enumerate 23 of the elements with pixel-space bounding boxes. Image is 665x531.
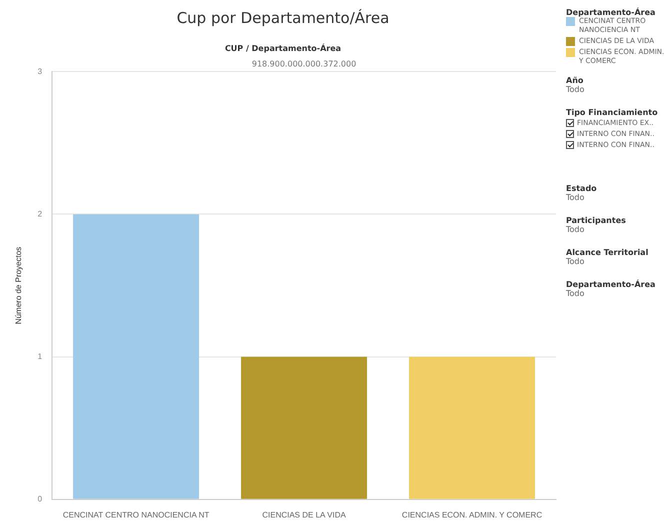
y-tick-label: 1 — [38, 352, 43, 362]
chart-subtitle: CUP / Departamento-Área — [224, 42, 342, 53]
text: Participantes — [566, 216, 627, 225]
text: Departamento-Área — [566, 280, 656, 289]
text: Tipo Financiamiento — [566, 108, 659, 117]
text: Todo — [566, 85, 586, 94]
legend-title: Departamento-Área — [566, 8, 656, 17]
text: Todo — [566, 225, 586, 234]
x-tick-label: CENCINAT CENTRO NANOCIENCIA NT — [62, 510, 210, 520]
text: Todo — [566, 193, 586, 202]
text: 918.900.000.000.372.000 — [252, 60, 356, 69]
text: Todo — [566, 289, 586, 298]
y-tick-label: 0 — [38, 494, 43, 504]
text: Todo — [566, 257, 586, 266]
text: Año — [566, 76, 584, 85]
text: Estado — [566, 184, 598, 193]
x-tick-label: CIENCIAS ECON. ADMIN. Y COMERC — [402, 510, 542, 520]
chart-title: Cup por Departamento/Área — [176, 8, 390, 27]
text: Alcance Territorial — [566, 248, 650, 257]
y-axis-title: Número de Proyectos — [14, 246, 24, 324]
y-tick-label: 2 — [38, 209, 43, 218]
x-tick-label: CIENCIAS DE LA VIDA — [262, 510, 346, 520]
y-tick-label: 3 — [38, 66, 43, 76]
